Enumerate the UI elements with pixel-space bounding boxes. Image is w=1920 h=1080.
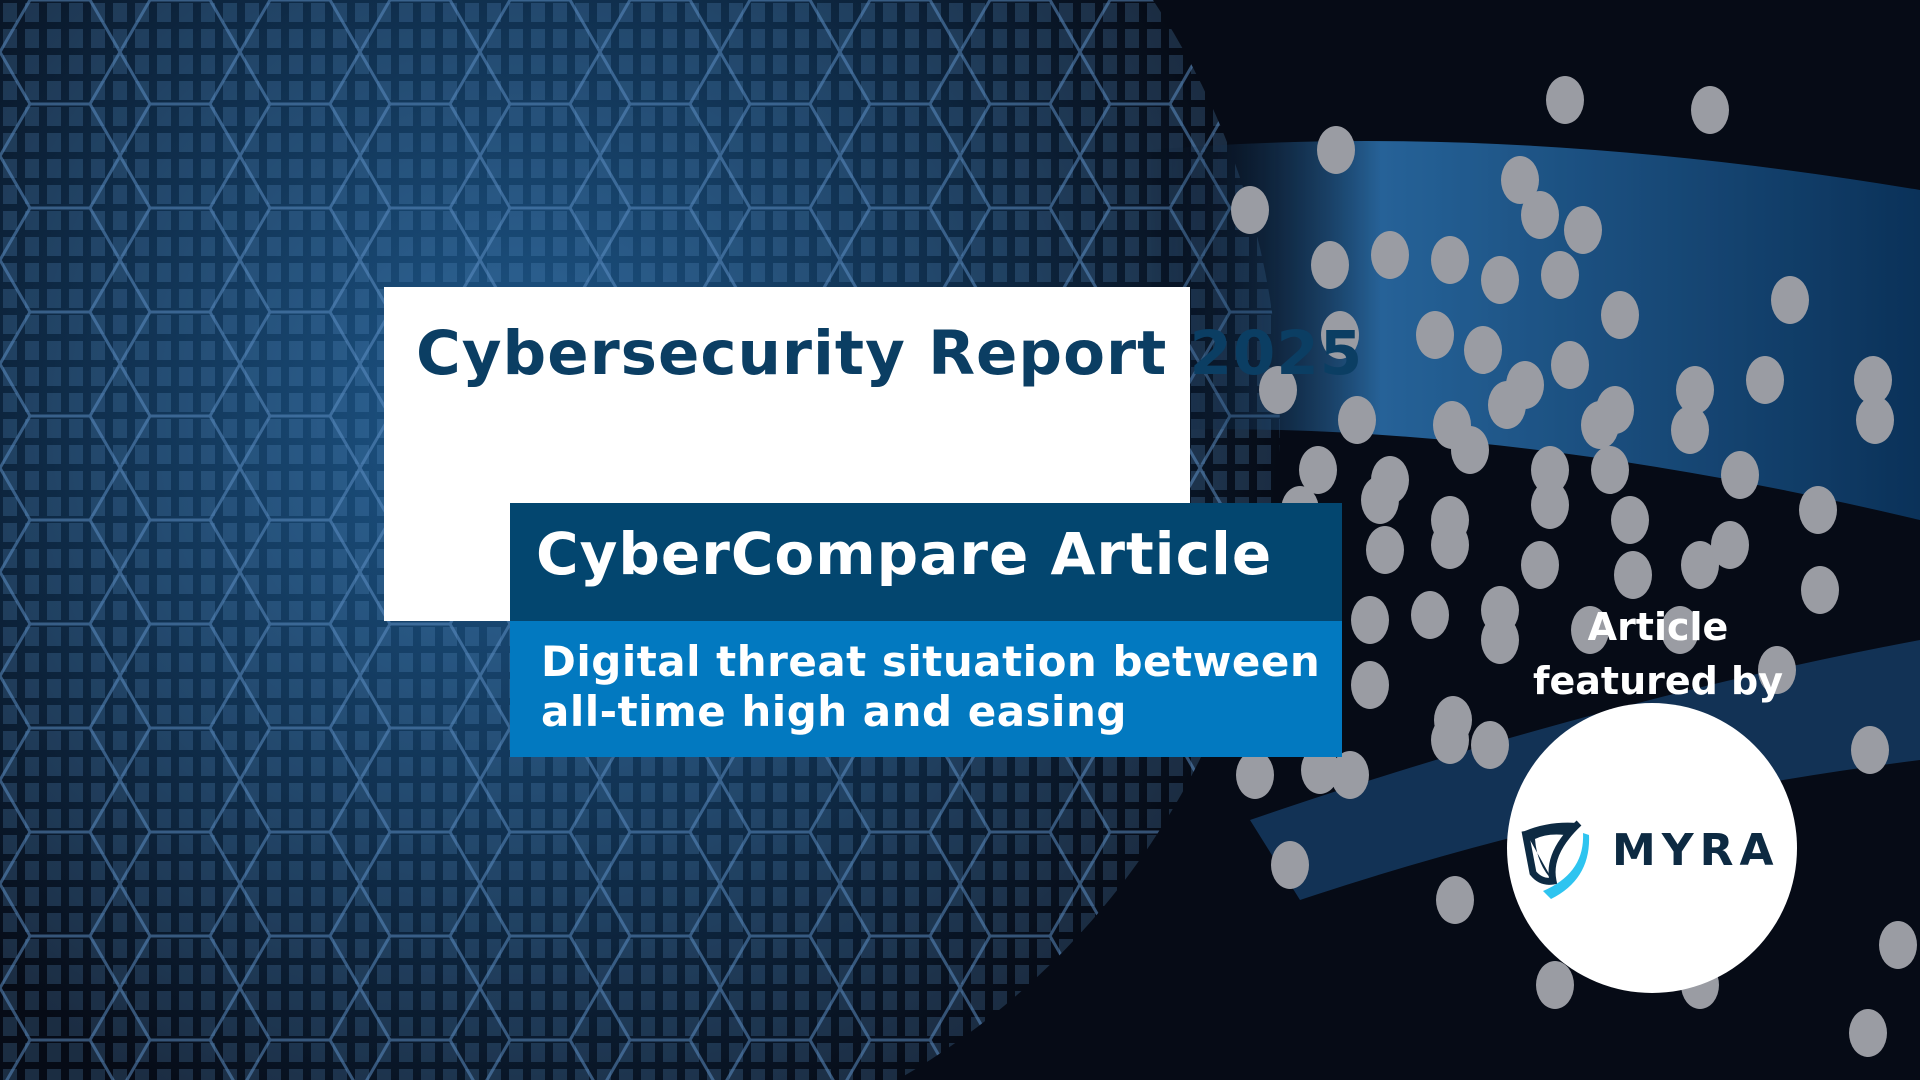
- decorative-dot: [1851, 726, 1889, 774]
- decorative-dot: [1746, 356, 1784, 404]
- decorative-dot: [1338, 396, 1376, 444]
- decorative-dot: [1231, 186, 1269, 234]
- decorative-dot: [1799, 486, 1837, 534]
- decorative-dot: [1299, 446, 1337, 494]
- subtitle-band: [510, 621, 1342, 757]
- decorative-dot: [1531, 481, 1569, 529]
- decorative-dot: [1711, 521, 1749, 569]
- decorative-dot: [1856, 396, 1894, 444]
- decorative-dot: [1331, 751, 1369, 799]
- decorative-dot: [1366, 526, 1404, 574]
- decorative-dot: [1854, 356, 1892, 404]
- decorative-dot: [1614, 551, 1652, 599]
- article-label-band: [510, 503, 1342, 621]
- decorative-dot: [1611, 496, 1649, 544]
- decorative-dot: [1536, 961, 1574, 1009]
- decorative-dot: [1879, 921, 1917, 969]
- decorative-dot: [1236, 751, 1274, 799]
- decorative-dot: [1501, 156, 1539, 204]
- decorative-dot: [1691, 86, 1729, 134]
- logo-wordmark: MYRA: [1612, 825, 1780, 876]
- decorative-dot: [1521, 191, 1559, 239]
- decorative-dot: [1471, 721, 1509, 769]
- decorative-dot: [1311, 241, 1349, 289]
- decorative-dot: [1681, 541, 1719, 589]
- decorative-dot: [1271, 841, 1309, 889]
- decorative-dot: [1551, 341, 1589, 389]
- decorative-dot: [1481, 616, 1519, 664]
- decorative-dot: [1321, 311, 1359, 359]
- myra-logo: MYRA: [1507, 703, 1797, 993]
- decorative-dot: [1481, 256, 1519, 304]
- decorative-dot: [1488, 381, 1526, 429]
- decorative-dot: [1436, 876, 1474, 924]
- decorative-dot: [1416, 311, 1454, 359]
- decorative-dot: [1301, 746, 1339, 794]
- decorative-dot: [1601, 291, 1639, 339]
- featured-by-label: Article featured by: [1532, 605, 1784, 703]
- article-subtitle: Digital threat situation between all-tim…: [541, 637, 1321, 736]
- decorative-dot: [1541, 251, 1579, 299]
- decorative-dot: [1351, 596, 1389, 644]
- decorative-dot: [1801, 566, 1839, 614]
- decorative-dot: [1758, 646, 1796, 694]
- decorative-dot: [1564, 206, 1602, 254]
- decorative-dot: [1411, 591, 1449, 639]
- decorative-dot: [1259, 366, 1297, 414]
- decorative-dot: [1351, 661, 1389, 709]
- report-title: Cybersecurity Report 2025: [416, 318, 1364, 389]
- decorative-dot: [1546, 76, 1584, 124]
- decorative-dot: [1431, 236, 1469, 284]
- decorative-dot: [1571, 606, 1609, 654]
- decorative-dot: [1317, 126, 1355, 174]
- decorative-dot: [1671, 406, 1709, 454]
- decorative-dot: [1531, 446, 1569, 494]
- decorative-dot: [1371, 231, 1409, 279]
- decorative-dot: [1361, 476, 1399, 524]
- decorative-dot: [1581, 401, 1619, 449]
- decorative-dot: [1661, 606, 1699, 654]
- decorative-dot: [1464, 326, 1502, 374]
- shield-icon: [1521, 820, 1590, 899]
- decorative-dot: [1591, 446, 1629, 494]
- decorative-dot: [1771, 276, 1809, 324]
- decorative-dot: [1451, 426, 1489, 474]
- decorative-dot: [1431, 521, 1469, 569]
- decorative-dot: [1521, 541, 1559, 589]
- decorative-dot: [1849, 1009, 1887, 1057]
- article-label: CyberCompare Article: [536, 520, 1273, 588]
- decorative-dot: [1434, 696, 1472, 744]
- decorative-dot: [1676, 366, 1714, 414]
- decorative-dot: [1721, 451, 1759, 499]
